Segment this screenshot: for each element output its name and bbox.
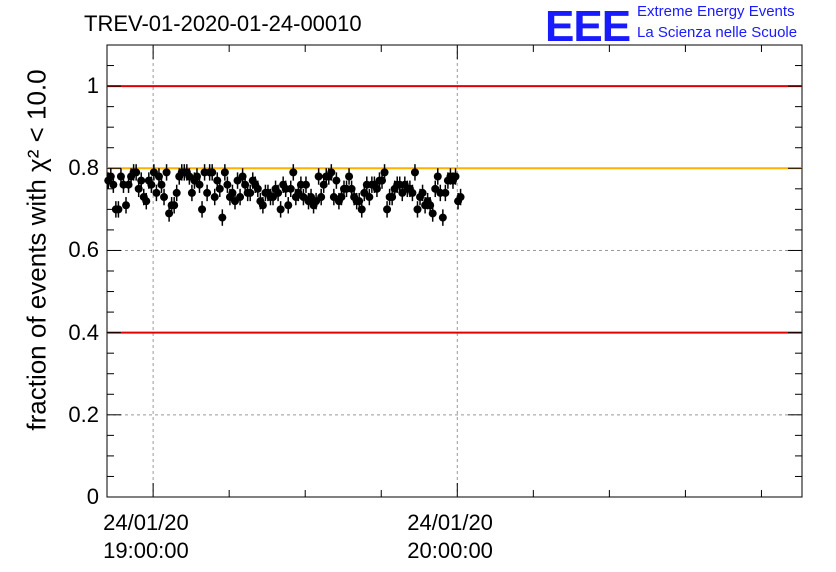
x-tick-time: 19:00:00 (103, 538, 189, 563)
y-tick-label: 1 (86, 73, 99, 99)
data-point (276, 205, 285, 214)
data-point (114, 205, 123, 214)
brand-line-1: Extreme Energy Events (637, 3, 795, 20)
data-point (246, 188, 255, 197)
data-point (157, 180, 166, 189)
x-tick-label: 24/01/20 19:00:00 (103, 509, 189, 565)
data-point (258, 201, 267, 210)
y-tick-label: 0 (86, 484, 99, 509)
data-point (132, 168, 141, 177)
data-point (152, 188, 161, 197)
y-tick-label: 0.2 (68, 401, 99, 427)
data-point (286, 184, 295, 193)
data-point (236, 193, 245, 202)
x-tick-label: 24/01/20 20:00:00 (407, 509, 493, 565)
data-point (137, 176, 146, 185)
grid-lines (107, 45, 802, 497)
data-point (210, 193, 219, 202)
data-point (109, 180, 118, 189)
data-point (223, 180, 232, 189)
data-point (147, 180, 156, 189)
y-tick-label: 0.8 (68, 155, 99, 181)
data-point (383, 205, 392, 214)
data-point (327, 168, 336, 177)
x-tick-date: 24/01/20 (407, 510, 493, 535)
data-point (170, 201, 179, 210)
data-point (301, 180, 310, 189)
y-tick-label: 0.4 (68, 319, 99, 345)
x-tick-date: 24/01/20 (103, 510, 189, 535)
data-point (433, 172, 442, 181)
data-point (413, 205, 422, 214)
data-point (162, 168, 171, 177)
reference-lines (107, 85, 802, 334)
data-point (365, 193, 374, 202)
data-point (317, 193, 326, 202)
data-point (418, 188, 427, 197)
plot-frame (106, 44, 803, 498)
data-point (441, 188, 450, 197)
data-points (104, 164, 465, 226)
data-point (253, 184, 262, 193)
data-point (428, 209, 437, 218)
data-point (408, 188, 417, 197)
data-point (195, 180, 204, 189)
data-point (345, 172, 354, 181)
x-tick-time: 20:00:00 (407, 538, 493, 563)
data-point (289, 168, 298, 177)
y-tick-label: 0.6 (68, 237, 99, 263)
data-point (218, 213, 227, 222)
data-point (274, 188, 283, 197)
data-point (284, 201, 293, 210)
data-point (314, 172, 323, 181)
data-point (122, 201, 131, 210)
data-point (220, 168, 229, 177)
eee-logo: EEE (545, 2, 631, 51)
data-point (142, 197, 151, 206)
data-point (187, 188, 196, 197)
data-point (357, 205, 366, 214)
data-point (215, 184, 224, 193)
axis-ticks (107, 44, 802, 498)
data-point (208, 168, 217, 177)
data-point (203, 188, 212, 197)
data-point (160, 193, 169, 202)
data-point (438, 213, 447, 222)
data-point (198, 205, 207, 214)
data-point (456, 193, 465, 202)
brand-line-2: La Scienza nelle Scuole (637, 24, 798, 41)
data-point (451, 172, 460, 181)
chart-title: TREV-01-2020-01-24-00010 (84, 11, 362, 36)
data-point (172, 188, 181, 197)
data-point (410, 168, 419, 177)
data-point (332, 176, 341, 185)
data-point (380, 168, 389, 177)
